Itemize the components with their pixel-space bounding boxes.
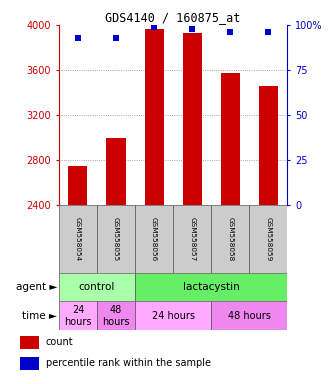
- Bar: [59, 205, 97, 273]
- Bar: [173, 205, 211, 273]
- Text: control: control: [79, 282, 115, 292]
- Bar: [211, 301, 287, 330]
- Point: [75, 35, 80, 41]
- Bar: [135, 301, 211, 330]
- Text: GSM558058: GSM558058: [227, 217, 233, 261]
- Bar: [97, 301, 135, 330]
- Text: percentile rank within the sample: percentile rank within the sample: [46, 358, 211, 368]
- Point: [227, 29, 233, 35]
- Bar: [59, 273, 135, 301]
- Point: [265, 29, 271, 35]
- Text: GSM558057: GSM558057: [189, 217, 195, 261]
- Bar: [107, 138, 125, 205]
- Title: GDS4140 / 160875_at: GDS4140 / 160875_at: [106, 11, 241, 24]
- Point: [189, 25, 195, 31]
- Bar: [211, 205, 249, 273]
- Text: GSM558054: GSM558054: [75, 217, 81, 261]
- Bar: [20, 336, 39, 349]
- Text: 48 hours: 48 hours: [228, 311, 271, 321]
- Text: GSM558056: GSM558056: [151, 217, 157, 261]
- Bar: [183, 33, 202, 205]
- Text: agent ►: agent ►: [16, 282, 57, 292]
- Bar: [59, 301, 97, 330]
- Bar: [249, 205, 287, 273]
- Bar: [145, 30, 164, 205]
- Text: 24
hours: 24 hours: [64, 305, 92, 327]
- Text: GSM558059: GSM558059: [265, 217, 271, 261]
- Bar: [259, 86, 278, 205]
- Text: lactacystin: lactacystin: [183, 282, 240, 292]
- Bar: [69, 166, 87, 205]
- Text: count: count: [46, 337, 73, 347]
- Text: time ►: time ►: [23, 311, 57, 321]
- Bar: [135, 205, 173, 273]
- Bar: [97, 205, 135, 273]
- Text: 24 hours: 24 hours: [152, 311, 195, 321]
- Bar: [20, 357, 39, 370]
- Bar: [221, 73, 240, 205]
- Bar: [135, 273, 287, 301]
- Point: [151, 24, 157, 30]
- Text: GSM558055: GSM558055: [113, 217, 119, 261]
- Point: [113, 35, 118, 41]
- Text: 48
hours: 48 hours: [102, 305, 130, 327]
